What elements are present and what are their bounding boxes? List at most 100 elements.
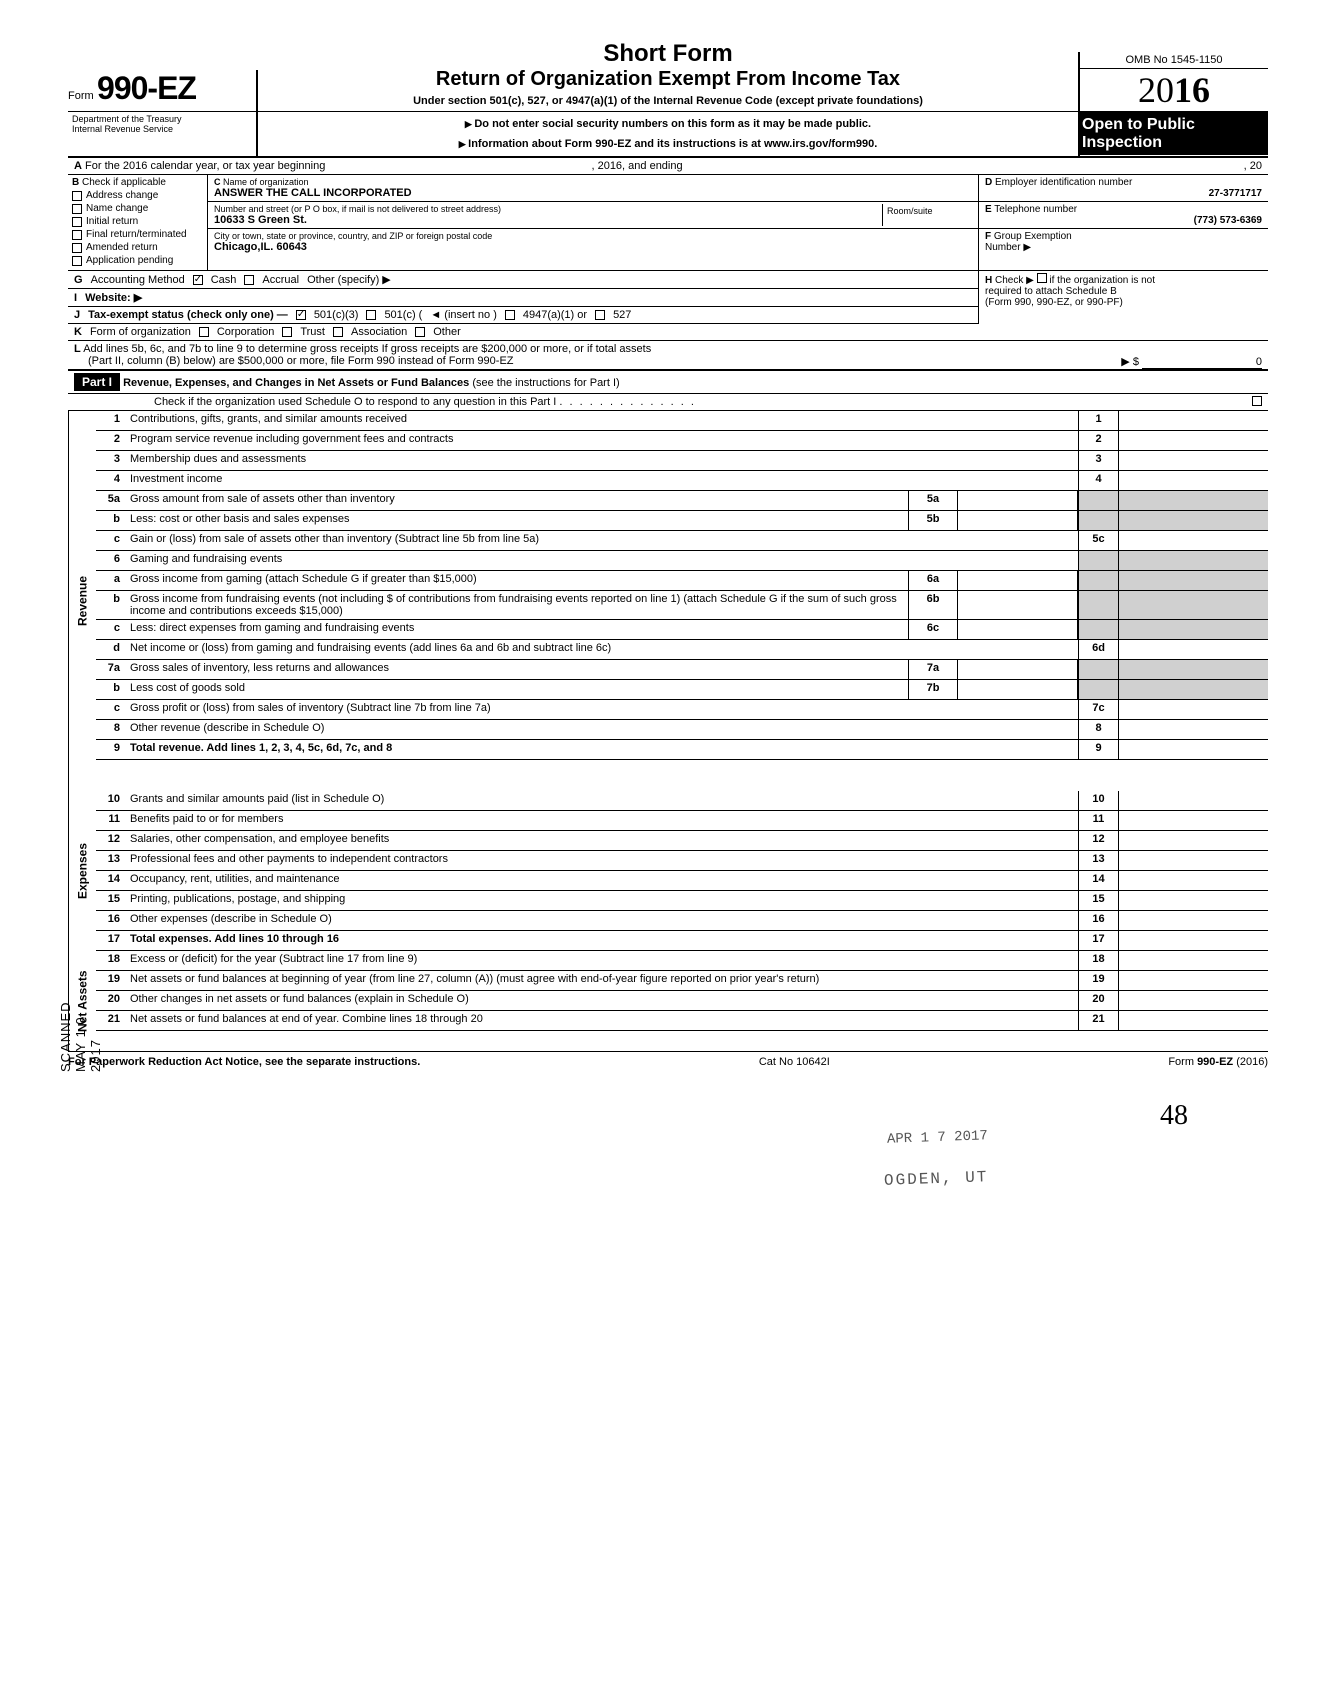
line-a: aGross income from gaming (attach Schedu… (96, 571, 1268, 591)
chk-final-return[interactable] (72, 230, 82, 240)
lbl-accrual: Accrual (262, 274, 299, 286)
group-lbl: Group Exemption (994, 231, 1072, 242)
street-val: 10633 S Green St. (214, 214, 882, 226)
inner-line-val[interactable] (958, 571, 1078, 590)
lbl-cash: Cash (211, 274, 237, 286)
inner-line-val[interactable] (958, 660, 1078, 679)
right-line-val[interactable] (1118, 531, 1268, 550)
line-num: c (96, 700, 126, 719)
chk-corp[interactable] (199, 327, 209, 337)
right-line-val[interactable] (1118, 871, 1268, 890)
right-line-val[interactable] (1118, 411, 1268, 430)
dept-block: Department of the Treasury Internal Reve… (68, 112, 258, 156)
line-19: 19Net assets or fund balances at beginni… (96, 971, 1268, 991)
street-lbl: Number and street (or P O box, if mail i… (214, 204, 882, 214)
chk-name-change[interactable] (72, 204, 82, 214)
right-line-val[interactable] (1118, 811, 1268, 830)
right-line-val[interactable] (1118, 831, 1268, 850)
right-line-val[interactable] (1118, 851, 1268, 870)
line-num: 1 (96, 411, 126, 430)
right-line-num: 21 (1078, 1011, 1118, 1030)
right-line-val[interactable] (1118, 991, 1268, 1010)
line-text: Other revenue (describe in Schedule O) (126, 720, 1078, 739)
chk-schedule-o[interactable] (1252, 396, 1262, 406)
revenue-section: Revenue 1Contributions, gifts, grants, a… (68, 411, 1268, 791)
line-text: Gross income from gaming (attach Schedul… (126, 571, 908, 590)
line-text: Gross profit or (loss) from sales of inv… (126, 700, 1078, 719)
right-num-shaded (1078, 620, 1118, 639)
right-line-num: 9 (1078, 740, 1118, 759)
chk-trust[interactable] (282, 327, 292, 337)
org-name-row: C Name of organization ANSWER THE CALL I… (208, 175, 978, 202)
right-line-val[interactable] (1118, 891, 1268, 910)
handwritten-note: 48 (1160, 1100, 1188, 1132)
omb-number: OMB No 1545-1150 (1080, 52, 1268, 69)
chk-sched-b[interactable] (1037, 273, 1047, 283)
right-line-val[interactable] (1118, 640, 1268, 659)
inner-line-val[interactable] (958, 620, 1078, 639)
col-b: B Check if applicable Address change Nam… (68, 175, 208, 270)
chk-501c3[interactable] (296, 310, 306, 320)
lbl-initial-return: Initial return (86, 216, 138, 227)
right-line-val[interactable] (1118, 720, 1268, 739)
line-num: 13 (96, 851, 126, 870)
right-line-val[interactable] (1118, 431, 1268, 450)
chk-assoc[interactable] (333, 327, 343, 337)
right-line-val[interactable] (1118, 931, 1268, 950)
irs-label: Internal Revenue Service (72, 124, 252, 134)
label-l: L (74, 343, 81, 355)
year-prefix: 20 (1138, 70, 1174, 110)
line-num: b (96, 591, 126, 619)
lbl-assoc: Association (351, 326, 407, 338)
h-text4: (Form 990, 990-EZ, or 990-PF) (985, 297, 1123, 308)
chk-accrual[interactable] (244, 275, 254, 285)
h-check: Check ▶ (995, 275, 1034, 286)
right-line-num: 16 (1078, 911, 1118, 930)
l-text1: Add lines 5b, 6c, and 7b to line 9 to de… (83, 343, 651, 355)
street-row: Number and street (or P O box, if mail i… (208, 202, 978, 229)
right-val-shaded (1118, 680, 1268, 699)
lbl-4947: 4947(a)(1) or (523, 309, 587, 321)
inner-line-val[interactable] (958, 591, 1078, 619)
under-section: Under section 501(c), 527, or 4947(a)(1)… (268, 95, 1068, 107)
right-line-val[interactable] (1118, 951, 1268, 970)
chk-application-pending[interactable] (72, 256, 82, 266)
line-text: Benefits paid to or for members (126, 811, 1078, 830)
line-text: Net income or (loss) from gaming and fun… (126, 640, 1078, 659)
right-line-val[interactable] (1118, 451, 1268, 470)
label-f: F (985, 231, 991, 242)
inner-line-num: 6c (908, 620, 958, 639)
chk-amended-return[interactable] (72, 243, 82, 253)
chk-501c[interactable] (366, 310, 376, 320)
right-num-shaded (1078, 511, 1118, 530)
inner-line-val[interactable] (958, 680, 1078, 699)
right-line-val[interactable] (1118, 700, 1268, 719)
side-revenue: Revenue (68, 411, 96, 791)
right-line-val[interactable] (1118, 911, 1268, 930)
h-text3: required to attach Schedule B (985, 286, 1117, 297)
right-line-val[interactable] (1118, 971, 1268, 990)
chk-4947[interactable] (505, 310, 515, 320)
footer-right-pre: Form (1168, 1056, 1197, 1068)
right-line-num: 12 (1078, 831, 1118, 850)
chk-initial-return[interactable] (72, 217, 82, 227)
right-num-shaded (1078, 591, 1118, 619)
chk-address-change[interactable] (72, 191, 82, 201)
right-line-val[interactable] (1118, 1011, 1268, 1030)
part-1-label: Part I (74, 373, 120, 391)
line-num: b (96, 680, 126, 699)
inner-line-val[interactable] (958, 511, 1078, 530)
right-line-val[interactable] (1118, 740, 1268, 759)
chk-527[interactable] (595, 310, 605, 320)
footer-right: Form 990-EZ (2016) (1168, 1056, 1268, 1068)
chk-cash[interactable] (193, 275, 203, 285)
right-line-val[interactable] (1118, 791, 1268, 810)
right-line-val[interactable] (1118, 471, 1268, 490)
ssn-warning: Do not enter social security numbers on … (268, 118, 1068, 130)
lbl-other-org: Other (433, 326, 461, 338)
chk-other-org[interactable] (415, 327, 425, 337)
line-num: d (96, 640, 126, 659)
label-j: J (74, 309, 80, 321)
inner-line-val[interactable] (958, 491, 1078, 510)
line-num: 5a (96, 491, 126, 510)
